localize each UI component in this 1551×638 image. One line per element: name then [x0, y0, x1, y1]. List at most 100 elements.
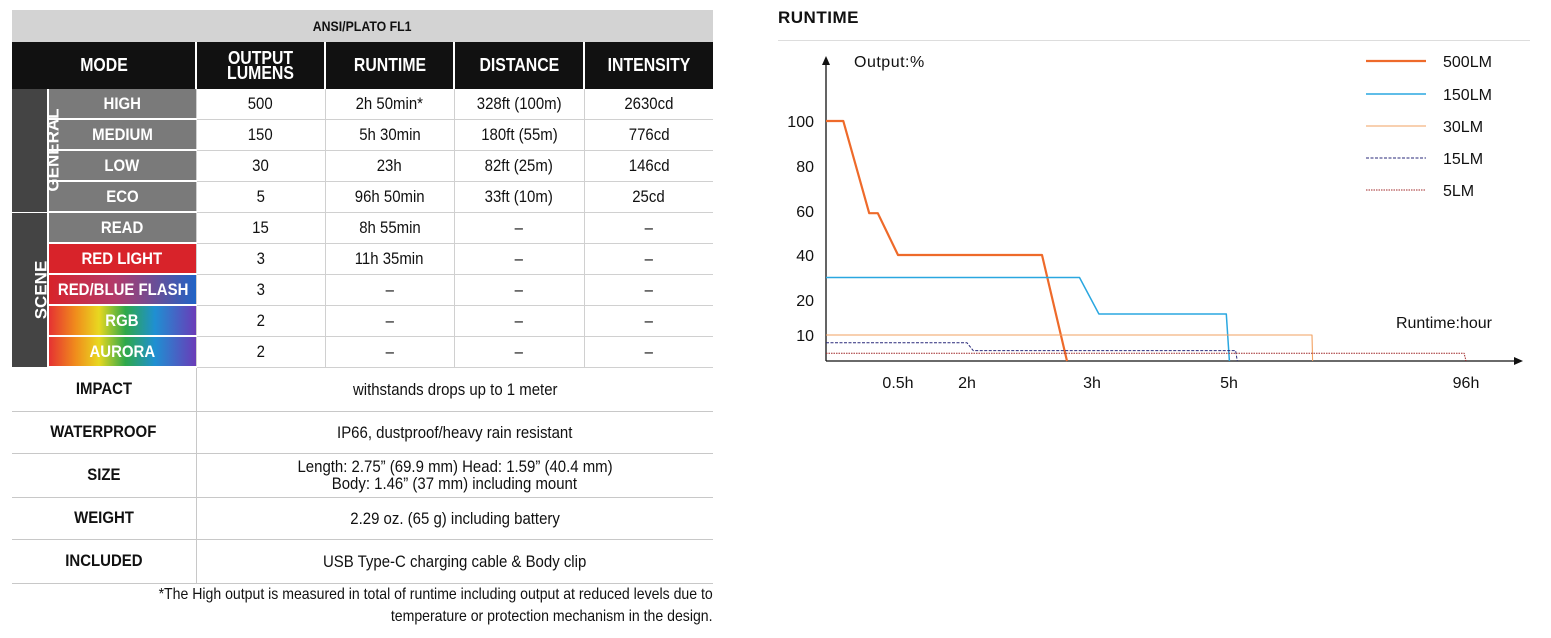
- spec-table: ANSI/PLATO FL1 MODE OUTPUT LUMENS RUNTIM…: [12, 10, 714, 584]
- spec-value: 2.29 oz. (65 g) including battery: [196, 497, 714, 540]
- legend-label: 500LM: [1443, 54, 1492, 71]
- runtime-cell: 96h 50min: [324, 181, 454, 213]
- mode-cell: LOW: [47, 150, 196, 182]
- table-row: LOW 30 23h 82ft (25m) 146cd: [12, 150, 714, 182]
- series-line-30lm: [826, 334, 1314, 362]
- legend-label: 150LM: [1443, 87, 1492, 104]
- spec-value: USB Type-C charging cable & Body clip: [196, 539, 714, 584]
- lumens-cell: 30: [195, 150, 325, 182]
- spec-value: Length: 2.75” (69.9 mm) Head: 1.59” (40.…: [196, 453, 714, 498]
- section-label: GENERAL: [12, 89, 63, 213]
- mode-cell: AURORA: [47, 336, 196, 368]
- footnote-line: *The High output is measured in total of…: [158, 586, 713, 603]
- intensity-cell: –: [583, 336, 714, 368]
- runtime-cell: –: [324, 305, 454, 337]
- footnote: *The High output is measured in total of…: [12, 584, 713, 628]
- intensity-cell: 25cd: [583, 181, 714, 213]
- lumens-cell: 15: [195, 212, 325, 244]
- y-axis-arrow: [822, 56, 830, 65]
- spec-label: IMPACT: [12, 367, 197, 412]
- distance-cell: 82ft (25m): [453, 150, 584, 182]
- series-line-500lm: [826, 119, 1069, 362]
- column-header: DISTANCE: [453, 42, 584, 89]
- table-row: GENERAL HIGH 500 2h 50min* 328ft (100m) 2630c…: [12, 89, 714, 213]
- runtime-cell: 2h 50min*: [324, 89, 454, 120]
- intensity-cell: –: [583, 212, 714, 244]
- lumens-cell: 500: [195, 89, 325, 120]
- distance-cell: –: [453, 243, 584, 275]
- y-tick-label: 100: [787, 114, 814, 131]
- series-line-150lm: [826, 276, 1231, 362]
- legend-label: 15LM: [1443, 151, 1483, 168]
- mode-cell: HIGH: [47, 89, 196, 120]
- runtime-cell: –: [324, 336, 454, 368]
- distance-cell: 328ft (100m): [453, 89, 584, 120]
- x-tick-label: 5h: [1220, 375, 1238, 392]
- column-header: MODE: [12, 42, 196, 89]
- table-row: SCENE READ 15 8h 55min – –: [12, 212, 714, 368]
- series-line-15lm: [826, 342, 1238, 362]
- lumens-cell: 3: [195, 274, 325, 306]
- x-tick-label: 0.5h: [882, 375, 913, 392]
- runtime-cell: 8h 55min: [324, 212, 454, 244]
- spec-row: WATERPROOF IP66, dustproof/heavy rain res…: [12, 411, 714, 454]
- table-row: AURORA 2– – –: [12, 336, 714, 368]
- spec-value: withstands drops up to 1 meter: [196, 367, 714, 412]
- spec-label: SIZE: [12, 453, 197, 498]
- table-title: ANSI/PLATO FL1: [12, 10, 714, 42]
- x-axis-label: Runtime:hour: [1396, 315, 1493, 332]
- spec-row: INCLUDED USB Type-C charging cable & Body…: [12, 539, 714, 584]
- column-header: INTENSITY: [582, 42, 714, 89]
- lumens-cell: 150: [195, 119, 325, 151]
- column-header-row: MODE OUTPUT LUMENS RUNTIME DISTANCE INTE…: [12, 42, 714, 89]
- runtime-cell: 11h 35min: [324, 243, 454, 275]
- lumens-cell: 2: [195, 336, 325, 368]
- y-tick-label: 60: [796, 204, 814, 221]
- x-tick-label: 3h: [1083, 375, 1101, 392]
- distance-cell: –: [453, 336, 584, 368]
- spec-row: SIZE Length: 2.75” (69.9 mm) Head: 1.59” …: [12, 453, 714, 498]
- y-axis-label: Output:%: [854, 54, 925, 71]
- legend-label: 5LM: [1443, 183, 1474, 200]
- intensity-cell: –: [583, 274, 714, 306]
- spec-value: IP66, dustproof/heavy rain resistant: [196, 411, 714, 454]
- mode-cell: RGB: [47, 305, 196, 337]
- table-row: RED/BLUE FLASH 3– – –: [12, 274, 714, 306]
- y-tick-label: 10: [796, 328, 814, 345]
- distance-cell: 33ft (10m): [453, 181, 584, 213]
- x-tick-label: 96h: [1453, 375, 1480, 392]
- section-label: SCENE: [12, 212, 50, 368]
- intensity-cell: 146cd: [583, 150, 714, 182]
- table-row: MEDIUM 150 5h 30min 180ft (55m) 776cd: [12, 119, 714, 151]
- mode-cell: ECO: [47, 181, 196, 213]
- lumens-cell: 3: [195, 243, 325, 275]
- runtime-cell: 5h 30min: [324, 119, 454, 151]
- spec-panel: ANSI/PLATO FL1 MODE OUTPUT LUMENS RUNTIM…: [12, 10, 714, 625]
- intensity-cell: –: [583, 305, 714, 337]
- spec-row: WEIGHT 2.29 oz. (65 g) including battery: [12, 497, 714, 540]
- intensity-cell: 2630cd: [583, 89, 714, 120]
- distance-cell: –: [453, 212, 584, 244]
- runtime-chart: RUNTIME Output:% Runtime:hour 100 80 60 40 20 1…: [778, 8, 1530, 408]
- series-line-5lm: [826, 352, 1467, 362]
- spec-label: WATERPROOF: [12, 411, 197, 454]
- y-tick-label: 40: [796, 248, 814, 265]
- legend-label: 30LM: [1443, 119, 1483, 136]
- distance-cell: –: [453, 305, 584, 337]
- y-tick-label: 20: [796, 293, 814, 310]
- runtime-cell: 23h: [324, 150, 454, 182]
- column-header: RUNTIME: [324, 42, 454, 89]
- table-row: ECO 5 96h 50min 33ft (10m) 25cd: [12, 181, 714, 213]
- distance-cell: –: [453, 274, 584, 306]
- lumens-cell: 2: [195, 305, 325, 337]
- runtime-cell: –: [324, 274, 454, 306]
- y-tick-label: 80: [796, 159, 814, 176]
- lumens-cell: 5: [195, 181, 325, 213]
- spec-row: IMPACT withstands drops up to 1 meter: [12, 367, 714, 412]
- chart-plot: Output:% Runtime:hour 100 80 60 40 20 10 0.5h 2h 3…: [787, 54, 1523, 392]
- table-row: RGB 2– – –: [12, 305, 714, 337]
- distance-cell: 180ft (55m): [453, 119, 584, 151]
- intensity-cell: 776cd: [583, 119, 714, 151]
- x-axis-arrow: [1514, 357, 1523, 365]
- intensity-cell: –: [583, 243, 714, 275]
